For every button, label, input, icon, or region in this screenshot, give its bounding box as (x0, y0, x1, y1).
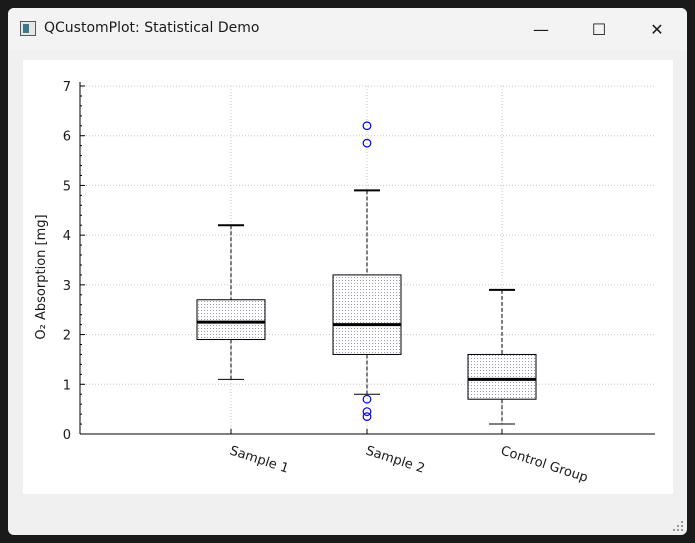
maximize-icon: ☐ (591, 19, 607, 39)
plot-area[interactable]: 0 1 2 3 4 5 6 7 Sample 1 Sample 2 Control Group O₂… (23, 60, 673, 494)
iqr-box (332, 274, 402, 355)
x-tick-label: Sample 1 (228, 444, 291, 477)
box-plot-2 (332, 121, 402, 422)
outlier-point (362, 407, 372, 417)
outlier-point (362, 121, 372, 131)
title-bar[interactable]: QCustomPlot: Statistical Demo — ☐ ✕ (8, 8, 687, 50)
y-tick-label: 3 (63, 279, 71, 294)
iqr-box (467, 353, 537, 400)
y-tick-label: 2 (63, 329, 71, 344)
box-plot-3 (467, 288, 537, 425)
y-tick-label: 5 (63, 179, 71, 194)
minimize-icon: — (533, 19, 549, 39)
resize-grip-icon[interactable] (673, 521, 683, 531)
y-axis-label: O₂ Absorption [mg] (34, 214, 49, 339)
box-plot-1 (196, 224, 266, 380)
main-window: QCustomPlot: Statistical Demo — ☐ ✕ 0 1 2 3… (8, 8, 687, 535)
outlier-point (362, 138, 372, 148)
outlier-point (362, 412, 372, 422)
y-tick-label: 1 (63, 378, 71, 393)
y-tick-label: 0 (63, 428, 71, 443)
minimize-button[interactable]: — (512, 8, 570, 50)
x-tick-label: Sample 2 (364, 444, 427, 477)
iqr-box (196, 299, 266, 341)
box-plot-chart[interactable]: 0 1 2 3 4 5 6 7 Sample 1 Sample 2 Control Group O₂… (23, 60, 673, 494)
y-tick-label: 4 (63, 229, 71, 244)
window-title: QCustomPlot: Statistical Demo (44, 20, 260, 36)
close-button[interactable]: ✕ (628, 8, 686, 50)
close-icon: ✕ (650, 19, 664, 39)
maximize-button[interactable]: ☐ (570, 8, 628, 50)
outlier-point (362, 394, 372, 404)
app-icon (20, 21, 36, 36)
y-tick-label: 7 (63, 80, 71, 95)
y-tick-label: 6 (63, 130, 71, 145)
x-tick-label: Control Group (499, 444, 590, 486)
